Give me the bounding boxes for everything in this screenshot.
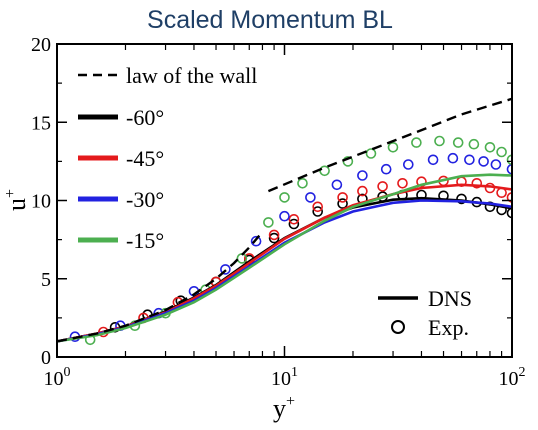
exp-point-minus45 [416,176,427,187]
dns-line-minus15 [57,173,512,343]
exp-point-minus15 [263,217,274,228]
legend2-circle-marker [391,320,405,334]
legend: law of the wall -60° -45° -30° -15° [78,63,257,253]
exp-point-minus30 [402,159,414,170]
legend-label: -30° [126,187,164,212]
legend-label: law of the wall [126,63,257,88]
legend-label: -60° [126,105,164,130]
exp-point-minus45 [397,178,408,189]
exp-point-minus30 [380,163,392,175]
y-tick-label: 5 [41,269,51,291]
exp-point-minus45 [288,214,300,225]
y-tick-label: 20 [31,34,51,56]
x-axis-label: y+ [273,393,295,423]
exp-point-minus45 [268,229,280,241]
exp-point-minus60 [312,206,324,217]
exp-point-minus15 [387,142,399,153]
exp-point-minus30 [478,156,489,167]
x-tick-label: 100 [44,365,71,390]
legend-method: DNS Exp. [378,286,472,340]
exp-point-minus30 [427,154,439,166]
x-tick-label: 102 [499,365,526,390]
y-axis-label: u+ [2,189,31,211]
x-tick-label: 101 [271,365,298,390]
axes: 0 5 10 15 20 100 101 102 [31,34,526,390]
exp-point-minus60 [506,207,512,219]
y-tick-label: 15 [31,112,51,134]
legend2-label: DNS [428,286,472,311]
exp-point-minus15 [411,137,422,148]
exp-point-minus45 [337,192,348,203]
exp-point-minus60 [288,218,300,230]
exp-point-minus30 [447,152,459,164]
legend-label: -15° [126,228,164,253]
exp-point-minus30 [490,159,502,170]
exp-point-minus45 [312,201,324,213]
exp-point-minus15 [365,148,377,159]
exp-point-minus30 [331,179,343,191]
exp-point-minus15 [434,135,445,147]
exp-point-minus30 [464,154,475,166]
legend2-label: Exp. [428,315,469,340]
exp-point-minus60 [456,193,467,205]
exp-point-minus60 [337,198,348,209]
law-of-wall-log [267,97,512,193]
exp-point-minus15 [468,138,480,150]
exp-point-minus30 [279,210,290,222]
exp-point-minus30 [250,235,262,247]
exp-point-minus30 [220,264,231,275]
exp-point-minus15 [496,146,507,158]
exp-point-minus15 [484,142,496,153]
exp-point-minus45 [357,185,368,197]
exp-point-minus15 [506,154,512,166]
exp-point-minus60 [268,232,280,244]
exp-point-minus45 [506,192,512,203]
exp-point-minus15 [452,137,464,148]
exp-point-minus15 [279,192,290,203]
exp-point-minus15 [297,178,308,189]
law-of-wall-viscous [57,231,264,343]
y-tick-label: 0 [41,347,51,369]
plot-content [57,97,512,346]
exp-point-minus30 [506,163,512,175]
exp-point-minus30 [305,192,316,203]
exp-point-minus45 [377,181,388,192]
chart-title: Scaled Momentum BL [147,6,393,34]
legend-label: -45° [126,146,164,171]
exp-point-minus45 [471,178,483,189]
y-tick-label: 10 [31,191,51,213]
exp-point-minus30 [357,170,368,181]
exp-point-minus15 [319,165,330,177]
